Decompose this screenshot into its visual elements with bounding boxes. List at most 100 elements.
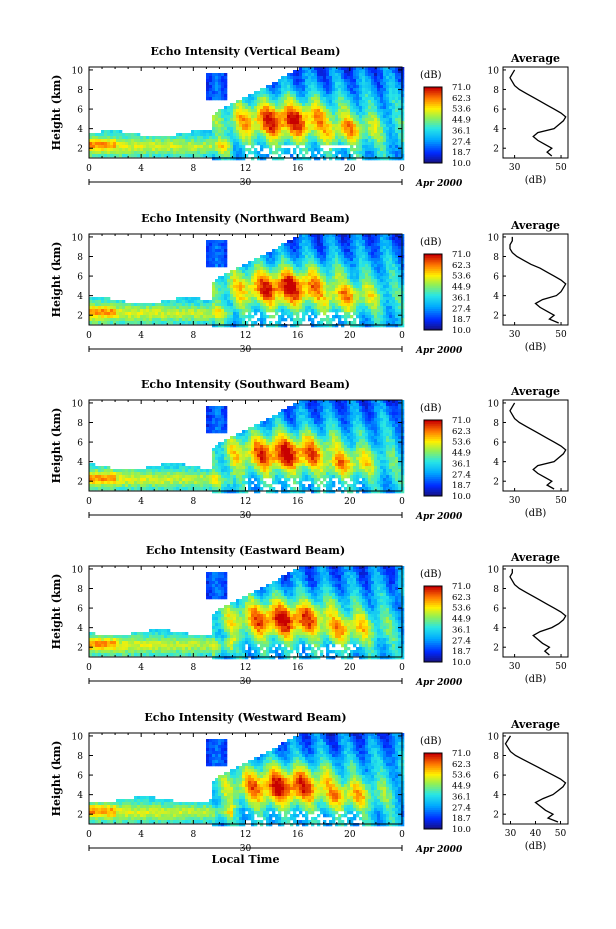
heatmap-cell <box>182 312 186 316</box>
heatmap-cell <box>392 282 396 286</box>
heatmap-cell <box>230 145 234 149</box>
heatmap-cell <box>257 151 261 155</box>
heatmap-cell <box>299 118 303 122</box>
heatmap-cell <box>155 303 159 307</box>
heatmap-cell <box>281 324 285 328</box>
heatmap-cell <box>212 487 216 491</box>
heatmap-cell <box>272 115 276 119</box>
heatmap-cell <box>326 276 330 280</box>
heatmap-cell <box>353 246 357 250</box>
heatmap-cell <box>380 136 384 140</box>
heatmap-cell <box>359 73 363 77</box>
heatmap-cell <box>206 258 210 262</box>
heatmap-cell <box>320 300 324 304</box>
heatmap-cell <box>89 487 93 491</box>
heatmap-cell <box>269 127 273 131</box>
heatmap-cell <box>254 303 258 307</box>
heatmap-cell <box>401 76 405 80</box>
colorbar-segment <box>424 254 442 257</box>
heatmap-cell <box>308 112 312 116</box>
heatmap-cell <box>185 481 189 485</box>
heatmap-cell <box>275 285 279 289</box>
heatmap-cell <box>389 88 393 92</box>
heatmap-cell <box>260 154 264 158</box>
heatmap-cell <box>263 94 267 98</box>
heatmap-cell <box>323 324 327 328</box>
heatmap-cell <box>371 130 375 134</box>
heatmap-cell <box>278 306 282 310</box>
heatmap-cell <box>347 157 351 161</box>
heatmap-cell <box>296 279 300 283</box>
heatmap-cell <box>389 109 393 113</box>
heatmap-cell <box>113 148 117 152</box>
heatmap-cell <box>284 112 288 116</box>
heatmap-cell <box>368 306 372 310</box>
heatmap-cell <box>320 294 324 298</box>
heatmap-cell <box>218 142 222 146</box>
heatmap-cell <box>278 103 282 107</box>
heatmap-cell <box>347 106 351 110</box>
heatmap-cell <box>386 130 390 134</box>
heatmap-cell <box>248 297 252 301</box>
heatmap-cell <box>179 318 183 322</box>
heatmap-cell <box>89 481 93 485</box>
heatmap-cell <box>371 300 375 304</box>
heatmap-cell <box>302 273 306 277</box>
heatmap-cell <box>374 309 378 313</box>
heatmap-cell <box>104 475 108 479</box>
heatmap-cell <box>329 133 333 137</box>
heatmap-cell <box>218 246 222 250</box>
heatmap-cell <box>89 472 93 476</box>
heatmap-cell <box>230 148 234 152</box>
heatmap-cell <box>239 303 243 307</box>
heatmap-cell <box>260 273 264 277</box>
heatmap-cell <box>245 106 249 110</box>
heatmap-cell <box>230 309 234 313</box>
heatmap-cell <box>383 258 387 262</box>
heatmap-cell <box>386 315 390 319</box>
heatmap-cell <box>161 321 165 325</box>
avg-y-tick-label: 8 <box>493 253 499 263</box>
heatmap-cell <box>146 315 150 319</box>
heatmap-cell <box>368 82 372 86</box>
heatmap-cell <box>320 109 324 113</box>
heatmap-cell <box>224 246 228 250</box>
heatmap-cell <box>272 109 276 113</box>
heatmap-cell <box>320 243 324 247</box>
heatmap-cell <box>314 97 318 101</box>
heatmap-cell <box>395 82 399 86</box>
heatmap-cell <box>179 469 183 473</box>
heatmap-cell <box>290 270 294 274</box>
heatmap-cell <box>188 303 192 307</box>
heatmap-cell <box>269 145 273 149</box>
heatmap-cell <box>386 237 390 241</box>
heatmap-cell <box>353 234 357 238</box>
heatmap-cell <box>257 115 261 119</box>
heatmap-cell <box>287 309 291 313</box>
heatmap-cell <box>338 73 342 77</box>
heatmap-cell <box>242 288 246 292</box>
heatmap-cell <box>362 73 366 77</box>
heatmap-cell <box>131 481 135 485</box>
heatmap-cell <box>212 121 216 125</box>
heatmap-cell <box>305 282 309 286</box>
heatmap-cell <box>395 294 399 298</box>
heatmap-cell <box>182 321 186 325</box>
heatmap-cell <box>362 82 366 86</box>
heatmap-cell <box>338 139 342 143</box>
heatmap-cell <box>173 478 177 482</box>
heatmap-cell <box>323 94 327 98</box>
heatmap-cell <box>107 154 111 158</box>
heatmap-cell <box>395 121 399 125</box>
heatmap-cell <box>110 309 114 313</box>
heatmap-cell <box>326 91 330 95</box>
heatmap-cell <box>317 100 321 104</box>
heatmap-cell <box>203 318 207 322</box>
heatmap-cell <box>374 312 378 316</box>
heatmap-cell <box>362 312 366 316</box>
heatmap-cell <box>218 472 222 476</box>
heatmap-cell <box>383 133 387 137</box>
heatmap-cell <box>374 291 378 295</box>
heatmap-cell <box>224 427 228 431</box>
heatmap-cell <box>188 309 192 313</box>
